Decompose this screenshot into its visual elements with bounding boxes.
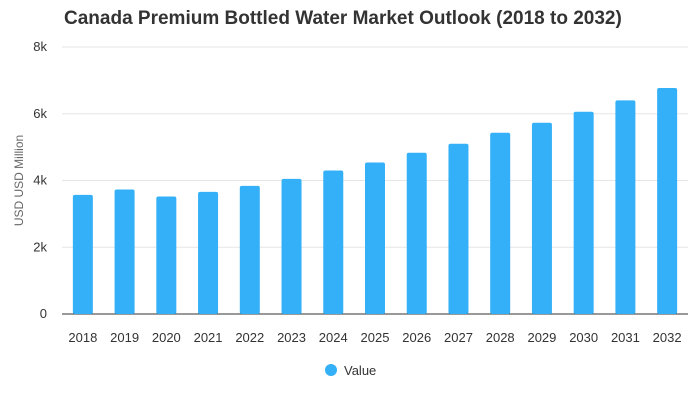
bar[interactable] (615, 100, 636, 315)
legend-label: Value (344, 363, 376, 378)
bars (72, 88, 678, 315)
legend-marker (325, 364, 337, 376)
bar[interactable] (531, 122, 552, 314)
legend[interactable]: Value (325, 363, 376, 378)
x-tick-label: 2032 (653, 330, 682, 345)
x-tick-label: 2021 (194, 330, 223, 345)
x-tick-label: 2024 (319, 330, 348, 345)
x-tick-label: 2026 (402, 330, 431, 345)
x-tick-label: 2027 (444, 330, 473, 345)
x-tick-label: 2022 (235, 330, 264, 345)
x-tick-label: 2031 (611, 330, 640, 345)
y-tick-label: 2k (33, 239, 47, 254)
bar[interactable] (239, 185, 260, 314)
bar[interactable] (281, 178, 302, 314)
y-tick-label: 8k (33, 39, 47, 54)
chart-title: Canada Premium Bottled Water Market Outl… (64, 8, 622, 29)
bar[interactable] (448, 143, 469, 314)
y-tick-label: 4k (33, 173, 47, 188)
bar[interactable] (365, 162, 385, 314)
bar[interactable] (114, 189, 135, 314)
bar[interactable] (490, 132, 511, 314)
bar[interactable] (573, 111, 594, 314)
y-tick-label: 6k (33, 106, 47, 121)
y-axis: 0 2k 4k 6k 8k (33, 39, 47, 321)
y-axis-title: USD USD Million (12, 135, 26, 226)
x-tick-label: 2019 (110, 330, 139, 345)
x-tick-label: 2030 (569, 330, 598, 345)
bar[interactable] (657, 88, 678, 315)
x-tick-label: 2020 (152, 330, 181, 345)
x-tick-label: 2028 (486, 330, 515, 345)
bar[interactable] (323, 170, 344, 314)
x-tick-label: 2023 (277, 330, 306, 345)
bar[interactable] (406, 152, 427, 314)
x-axis: 2018 2019 2020 2021 2022 2023 2024 2025 2026 2027… (68, 330, 681, 345)
bar[interactable] (156, 196, 177, 314)
bar[interactable] (198, 191, 219, 314)
x-tick-label: 2029 (527, 330, 556, 345)
x-tick-label: 2025 (361, 330, 390, 345)
bar[interactable] (72, 194, 93, 314)
x-tick-label: 2018 (68, 330, 97, 345)
y-tick-label: 0 (40, 306, 47, 321)
